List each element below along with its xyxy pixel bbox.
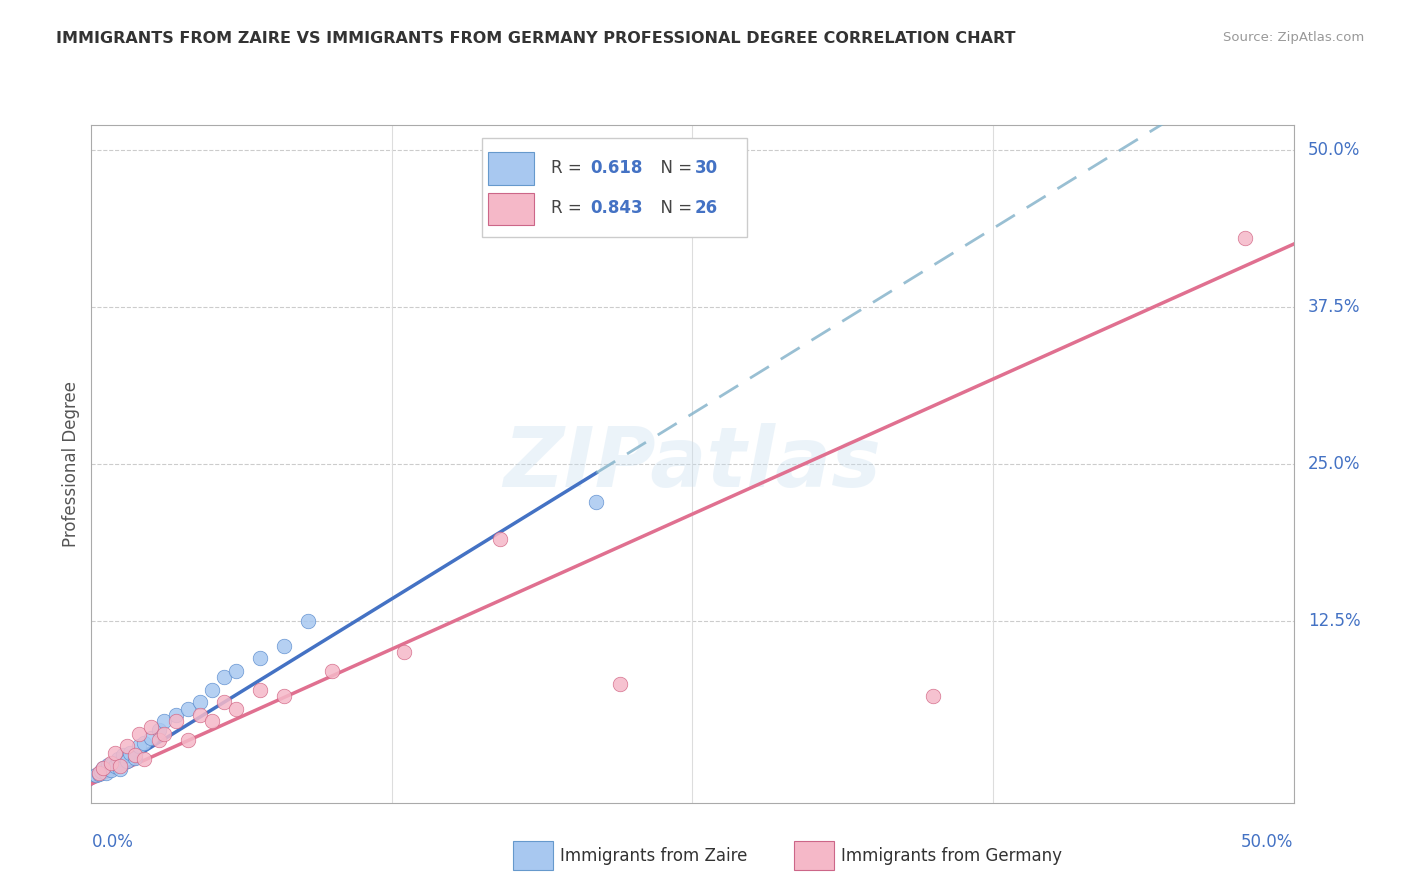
Text: 0.0%: 0.0%: [91, 833, 134, 851]
Point: [200, 714, 222, 729]
Point: [87, 767, 110, 781]
Point: [141, 721, 163, 735]
Point: [128, 727, 150, 741]
Point: [165, 707, 187, 722]
Point: [94, 765, 117, 780]
Text: 37.5%: 37.5%: [1308, 298, 1361, 316]
Point: [321, 664, 343, 678]
Text: 25.0%: 25.0%: [1308, 455, 1361, 473]
Point: [134, 735, 156, 749]
Text: 30: 30: [695, 159, 718, 177]
Point: [101, 756, 124, 770]
Point: [188, 695, 211, 709]
Text: 26: 26: [695, 199, 718, 218]
Text: N =: N =: [651, 159, 697, 177]
Y-axis label: Professional Degree: Professional Degree: [62, 381, 80, 547]
Bar: [488, 152, 534, 185]
Point: [110, 762, 132, 776]
Text: 12.5%: 12.5%: [1308, 612, 1361, 630]
Text: 0.618: 0.618: [591, 159, 643, 177]
Point: [87, 765, 110, 780]
Point: [152, 727, 174, 741]
Text: R =: R =: [551, 199, 586, 218]
Text: 50.0%: 50.0%: [1308, 141, 1361, 159]
Point: [117, 755, 139, 769]
Text: Immigrants from Zaire: Immigrants from Zaire: [560, 847, 747, 865]
Point: [100, 756, 122, 770]
Point: [1234, 231, 1257, 245]
Point: [200, 682, 222, 697]
Point: [124, 750, 146, 764]
Point: [249, 682, 271, 697]
Point: [118, 746, 141, 760]
Point: [152, 714, 174, 729]
Point: [107, 752, 129, 766]
Point: [97, 758, 120, 772]
Bar: [488, 193, 534, 225]
Point: [141, 731, 163, 745]
Point: [176, 701, 198, 715]
Point: [212, 695, 235, 709]
Point: [124, 748, 146, 763]
Point: [148, 733, 170, 747]
Point: [392, 645, 415, 659]
Point: [188, 707, 211, 722]
Point: [225, 701, 247, 715]
Point: [148, 723, 170, 737]
Point: [111, 748, 134, 763]
Text: Source: ZipAtlas.com: Source: ZipAtlas.com: [1223, 31, 1364, 45]
Point: [609, 676, 631, 690]
Text: Immigrants from Germany: Immigrants from Germany: [841, 847, 1062, 865]
Point: [176, 733, 198, 747]
Text: 0.843: 0.843: [591, 199, 643, 218]
Point: [90, 764, 112, 779]
Point: [489, 532, 512, 546]
Point: [165, 714, 187, 729]
Point: [104, 746, 127, 760]
Point: [134, 752, 156, 766]
Text: N =: N =: [651, 199, 697, 218]
Point: [225, 664, 247, 678]
Point: [273, 639, 295, 653]
Point: [273, 689, 295, 703]
Point: [212, 670, 235, 684]
Point: [922, 689, 945, 703]
Text: 50.0%: 50.0%: [1241, 833, 1294, 851]
Text: R =: R =: [551, 159, 586, 177]
Point: [117, 739, 139, 754]
Point: [93, 761, 115, 775]
FancyBboxPatch shape: [482, 138, 747, 236]
Point: [93, 761, 115, 775]
Text: IMMIGRANTS FROM ZAIRE VS IMMIGRANTS FROM GERMANY PROFESSIONAL DEGREE CORRELATION: IMMIGRANTS FROM ZAIRE VS IMMIGRANTS FROM…: [56, 31, 1015, 46]
Point: [128, 739, 150, 754]
Point: [104, 759, 127, 773]
Point: [585, 494, 607, 508]
Point: [297, 614, 319, 628]
Text: ZIPatlas: ZIPatlas: [503, 424, 882, 504]
Point: [110, 759, 132, 773]
Point: [100, 763, 122, 777]
Point: [249, 651, 271, 665]
Point: [84, 768, 107, 782]
